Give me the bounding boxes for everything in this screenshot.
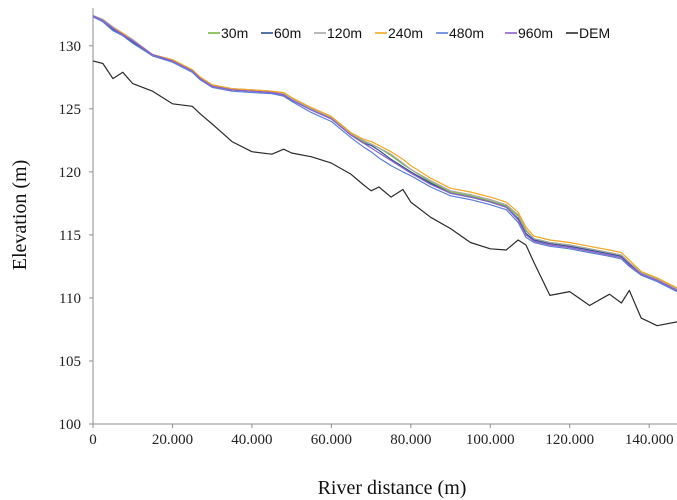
y-tick-label: 125 [59,102,82,118]
y-axis-title: Elevation (m) [9,160,31,271]
legend: 30m 60m 120m 240m 480m 960m DEM [208,25,610,41]
x-tick-label: 140.000 [625,432,674,448]
series-line-240m [92,16,677,289]
y-tick-label: 105 [59,354,82,370]
y-tick-label: 130 [59,39,82,55]
x-tick-label: 0 [89,432,97,448]
y-tick-label: 100 [59,417,82,433]
axes: 100 105 110 115 120 125 130 0 20.000 40.000 60.000… [59,8,677,448]
legend-label-240m: 240m [388,25,423,41]
y-tick-label: 110 [59,291,81,307]
x-tick-label: 40.000 [231,432,272,448]
legend-label-120m: 120m [327,25,362,41]
x-tick-label: 100.000 [466,432,515,448]
x-tick-label: 120.000 [545,432,594,448]
x-tick-label: 60.000 [311,432,352,448]
x-axis-title: River distance (m) [318,477,467,499]
legend-label-dem: DEM [579,25,610,41]
legend-label-60m: 60m [274,25,301,41]
legend-label-30m: 30m [221,25,248,41]
series-lines [92,15,677,327]
x-tick-label: 80.000 [390,432,431,448]
series-line-960m [92,15,677,291]
y-tick-label: 120 [59,165,82,181]
legend-label-480m: 480m [449,25,484,41]
series-line-480m [92,16,677,293]
legend-label-960m: 960m [518,25,553,41]
y-tick-label: 115 [59,228,81,244]
x-tick-label: 20.000 [152,432,193,448]
series-line-dem [92,60,677,327]
